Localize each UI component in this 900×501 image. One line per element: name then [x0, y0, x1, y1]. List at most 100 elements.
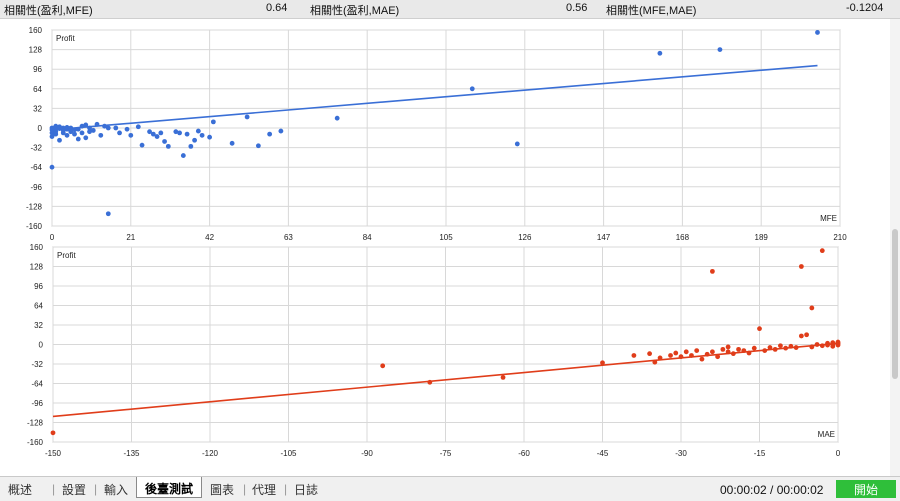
chart2-y-tick-label: -64 — [31, 380, 43, 389]
chart1-data-point — [278, 128, 284, 134]
chart1-y-tick-label: 64 — [33, 85, 42, 94]
chart2-data-point — [725, 349, 731, 355]
tab-overview[interactable]: 概述 — [8, 483, 33, 497]
chart1-data-point — [49, 164, 55, 170]
chart2-x-tick-label: -135 — [123, 449, 140, 458]
chart2-data-point — [725, 344, 731, 350]
chart1-x-tick-label: 210 — [833, 233, 847, 242]
chart2-data-point — [798, 333, 804, 339]
chart2-data-point — [819, 343, 825, 349]
chart1-data-point — [57, 124, 62, 130]
chart1-data-point — [68, 125, 74, 131]
chart1-y-tick-label: -32 — [30, 144, 42, 153]
chart1-data-point — [165, 143, 171, 149]
chart1-data-point — [49, 134, 55, 139]
chart1-x-tick-label: 189 — [755, 233, 769, 242]
chart2-data-point — [736, 346, 741, 352]
chart1-data-point — [94, 121, 100, 127]
chart1-data-point — [173, 129, 179, 135]
chart2-data-point — [762, 348, 768, 353]
chart1-x-tick-label: 105 — [439, 233, 453, 242]
chart2-data-point — [427, 379, 433, 385]
chart2-data-point — [683, 349, 689, 355]
chart1-data-point — [135, 124, 141, 130]
correlation-bar: 相關性(盈利,MFE) 0.64 相關性(盈利,MAE) 0.56 相關性(MF… — [0, 0, 900, 19]
chart1-x-tick-label: 63 — [284, 233, 293, 242]
chart1-trendline — [51, 64, 818, 131]
tab-settings[interactable]: 設置 — [62, 483, 87, 497]
chart1-data-point — [113, 125, 119, 131]
chart1-x-axis-label: MFE — [820, 214, 837, 223]
chart2-y-tick-label: 128 — [30, 263, 44, 272]
chart2-data-point — [657, 355, 663, 361]
chart1-data-point — [180, 153, 186, 158]
chart1-data-point — [188, 143, 194, 149]
scrollbar-thumb[interactable] — [892, 229, 898, 379]
chart2-data-point — [778, 343, 783, 349]
chart1-data-point — [184, 131, 190, 137]
corr-profit-mae-value: 0.56 — [566, 2, 588, 14]
chart1-y-tick-label: 0 — [38, 124, 43, 133]
chart2-data-point — [793, 345, 799, 350]
chart1-y-tick-label: -128 — [26, 202, 43, 211]
chart2-x-tick-label: -60 — [518, 449, 530, 458]
chart1-data-point — [195, 128, 201, 134]
chart2-data-point — [809, 344, 815, 350]
chart1-data-point — [199, 132, 205, 138]
chart1-data-point — [150, 131, 156, 137]
chart1-data-point — [72, 127, 77, 133]
chart2-y-axis-label: Profit — [57, 251, 76, 260]
chart1-data-point — [87, 125, 92, 131]
chart1-data-point — [139, 142, 145, 148]
chart2-x-tick-label: -45 — [597, 449, 609, 458]
chart1-x-tick-label: 126 — [518, 233, 532, 242]
chart1-x-tick-label: 147 — [597, 233, 611, 242]
chart1-x-tick-label: 0 — [50, 233, 55, 242]
vertical-scrollbar[interactable] — [890, 19, 900, 476]
tab-separator: | — [284, 482, 288, 496]
chart2-data-point — [809, 305, 815, 311]
chart2-data-point — [835, 339, 841, 345]
chart2-data-point — [652, 359, 658, 365]
chart1-data-point — [79, 123, 85, 129]
tab-agent[interactable]: 代理 — [252, 483, 277, 497]
chart1-data-point — [105, 125, 111, 131]
chart2-data-point — [788, 343, 794, 349]
scatter-charts: 160 128 96 64 32 0 -32 -64 -96 -128 -160 0 21 42 63 84 1… — [26, 26, 847, 458]
chart1-data-point — [267, 131, 273, 137]
bottom-tab-bar: 概述 | 設置 | 輸入 後臺測試 圖表 | 代理 | 日誌 00:00:02 … — [0, 476, 900, 501]
chart1-data-point — [154, 134, 160, 139]
chart1-data-point — [75, 126, 81, 132]
tab-separator: | — [52, 482, 56, 496]
chart2-data-point — [647, 351, 652, 357]
start-button[interactable]: 開始 — [836, 480, 896, 498]
chart1-data-point — [53, 129, 59, 135]
tab-journal[interactable]: 日誌 — [294, 483, 319, 497]
chart2-data-point — [798, 264, 804, 269]
chart1-data-point — [147, 129, 152, 135]
chart2-y-tick-label: -96 — [31, 399, 43, 408]
tab-inputs[interactable]: 輸入 — [104, 483, 129, 497]
chart1-data-point — [98, 132, 104, 138]
chart1-data-point — [128, 132, 134, 138]
chart2-x-tick-label: -120 — [202, 449, 219, 458]
chart1-x-tick-label: 42 — [205, 233, 214, 242]
chart2-data-point — [673, 350, 679, 356]
chart1-x-tick-label: 84 — [363, 233, 372, 242]
chart1-data-point — [124, 126, 130, 132]
chart1-data-point — [102, 123, 107, 129]
chart2-data-point — [380, 363, 386, 369]
chart1-data-point — [192, 137, 197, 143]
chart1-x-tick-label: 168 — [676, 233, 690, 242]
chart1-data-point — [87, 129, 92, 135]
chart1-data-point — [255, 143, 261, 149]
chart2-x-tick-label: -75 — [440, 449, 452, 458]
chart2-data-point — [783, 345, 789, 351]
chart1-data-point — [815, 30, 820, 35]
chart2-data-point — [694, 348, 700, 353]
tab-backtest[interactable]: 後臺測試 — [136, 477, 203, 498]
chart1-data-point — [60, 125, 66, 131]
chart1-data-point — [162, 139, 167, 144]
chart1-data-point — [207, 134, 213, 140]
tab-graph[interactable]: 圖表 — [210, 483, 235, 497]
